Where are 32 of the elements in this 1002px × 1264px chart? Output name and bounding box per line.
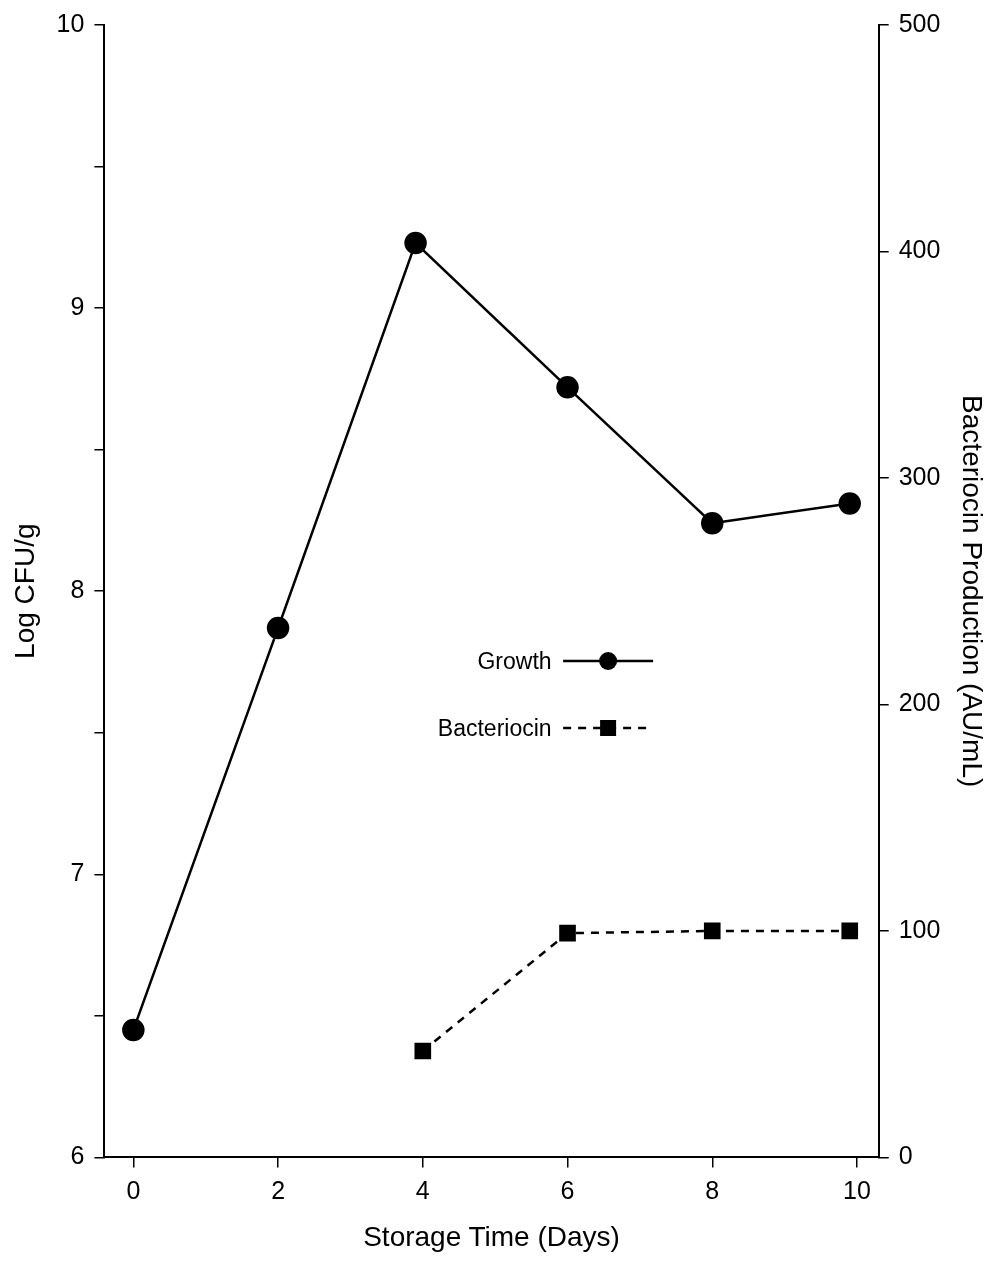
x-tick-label: 2 bbox=[271, 1176, 286, 1205]
y2-tick-label: 100 bbox=[898, 914, 941, 943]
x-tick-label: 10 bbox=[843, 1176, 871, 1205]
x-tick-label: 6 bbox=[560, 1176, 575, 1205]
y2-tick-label: 200 bbox=[898, 688, 941, 717]
y-axis-title: Log CFU/g bbox=[8, 523, 40, 659]
x-tick-label: 0 bbox=[126, 1176, 141, 1205]
y2-tick-label: 500 bbox=[898, 8, 941, 37]
y2-axis-title: Bacteriocin Production (AU/mL) bbox=[957, 395, 989, 788]
point bbox=[559, 924, 576, 942]
x-axis-title: Storage Time (Days) bbox=[363, 1220, 620, 1252]
y2-tick-label: 400 bbox=[898, 235, 941, 264]
x-tick-label: 8 bbox=[705, 1176, 720, 1205]
point bbox=[266, 616, 290, 640]
point bbox=[414, 1042, 432, 1060]
y2-tick-label: 300 bbox=[898, 461, 941, 490]
legend-label: Growth bbox=[477, 647, 552, 675]
point bbox=[703, 922, 721, 940]
y-tick-label: 10 bbox=[56, 8, 85, 37]
point bbox=[701, 512, 724, 535]
legend-label: Bacteriocin bbox=[437, 714, 552, 742]
y-tick-label: 7 bbox=[70, 858, 85, 887]
y-tick-label: 6 bbox=[70, 1141, 85, 1170]
point bbox=[838, 492, 861, 515]
point bbox=[841, 922, 859, 940]
y2-tick-label: 0 bbox=[898, 1141, 913, 1170]
point bbox=[404, 231, 427, 255]
point bbox=[556, 376, 579, 399]
y-tick-label: 8 bbox=[70, 575, 85, 604]
x-tick-label: 4 bbox=[415, 1176, 430, 1205]
point bbox=[122, 1018, 145, 1042]
y-tick-label: 9 bbox=[70, 291, 85, 320]
